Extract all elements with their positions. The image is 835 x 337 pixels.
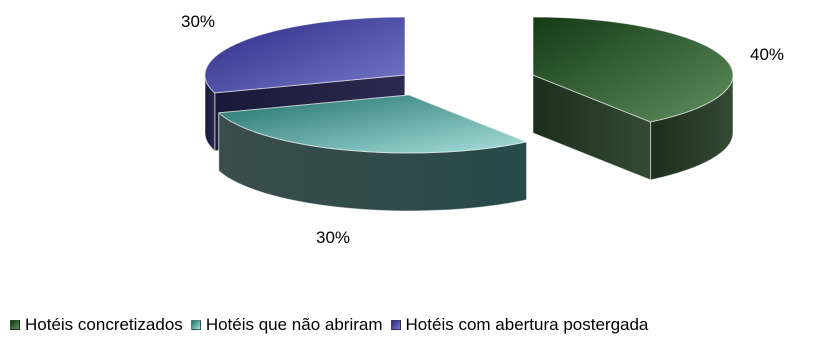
slice-concretizados-top (532, 16, 734, 123)
legend-item-nao-abriram: Hotéis que não abriram (190, 315, 383, 335)
legend-label-nao-abriram: Hotéis que não abriram (205, 315, 383, 334)
label-postergada: 30% (181, 12, 215, 31)
label-concretizados: 40% (750, 45, 784, 64)
slice-concretizados (532, 16, 734, 181)
legend-swatch-postergada (390, 320, 401, 330)
slice-nao-abriram-top (218, 94, 528, 154)
slice-postergada-top (204, 16, 406, 94)
legend-item-postergada: Hotéis com abertura postergada (390, 315, 649, 335)
legend: Hotéis concretizados Hotéis que não abri… (10, 313, 648, 337)
slice-nao-abriram (218, 94, 528, 212)
legend-label-concretizados: Hotéis concretizados (25, 315, 183, 334)
legend-label-postergada: Hotéis com abertura postergada (405, 315, 649, 334)
legend-swatch-concretizados (10, 320, 20, 330)
legend-swatch-nao-abriram (190, 320, 201, 330)
label-nao-abriram: 30% (316, 228, 350, 247)
legend-item-concretizados: Hotéis concretizados (10, 315, 183, 335)
